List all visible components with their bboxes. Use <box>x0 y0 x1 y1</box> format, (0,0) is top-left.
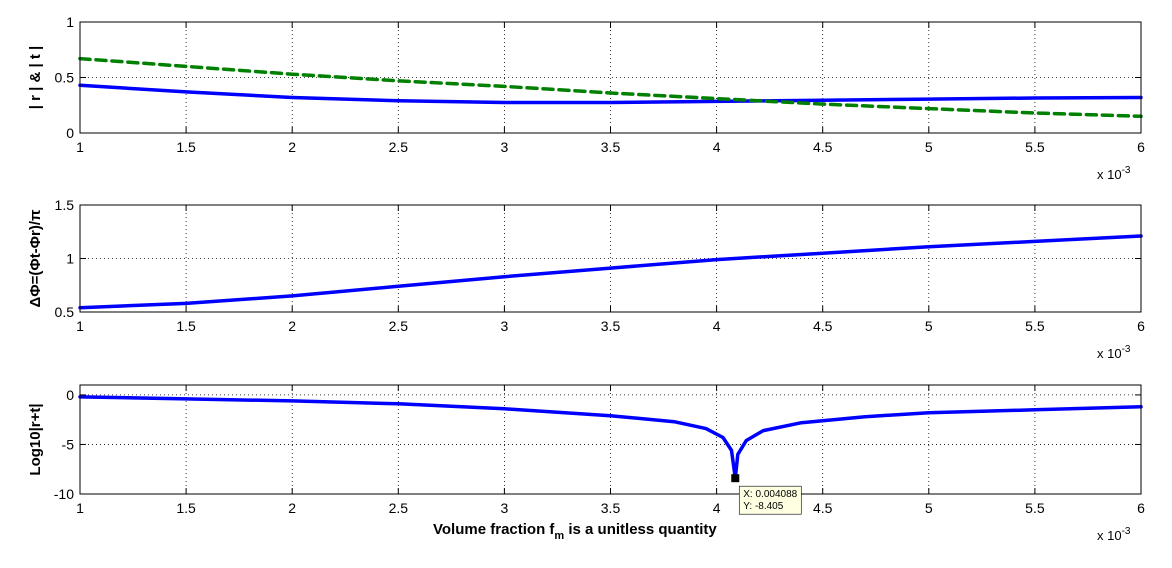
x-tick-label: 2 <box>288 500 296 516</box>
x-tick-label: 5.5 <box>1025 500 1045 516</box>
y-tick-label: 0 <box>66 387 74 403</box>
x-tick-label: 3 <box>501 139 509 155</box>
x-tick-label: 5 <box>925 318 933 334</box>
datatip-marker <box>731 474 740 483</box>
x-tick-label: 5 <box>925 500 933 516</box>
x-tick-label: 2.5 <box>389 500 409 516</box>
y-tick-label: 0.5 <box>55 70 75 86</box>
y-tick-label: -10 <box>54 486 74 502</box>
x-tick-label: 2 <box>288 318 296 334</box>
y-axis-label: ΔΦ=(Φt-Φr)/π <box>27 209 44 307</box>
x-tick-label: 4 <box>713 500 721 516</box>
x-tick-label: 1 <box>76 318 84 334</box>
x-tick-label: 5.5 <box>1025 139 1045 155</box>
x-tick-label: 1 <box>76 139 84 155</box>
y-tick-label: 0.5 <box>55 304 75 320</box>
x-tick-label: 1.5 <box>176 318 196 334</box>
y-axis-label: Log10|r+t| <box>27 403 44 475</box>
y-axis-label: | r | & | t | <box>27 46 44 109</box>
y-tick-label: 1 <box>66 14 74 30</box>
x-tick-label: 3 <box>501 318 509 334</box>
subplot-reflection-transmission: 1 1.5 2 2.5 3 3.5 4 4.5 5 5.5 6 0 0.5 1 x 10-3 | r | & … <box>27 14 1145 182</box>
x-tick-label: 3.5 <box>601 500 621 516</box>
x-tick-label: 6 <box>1137 500 1145 516</box>
x-tick-label: 2.5 <box>389 318 409 334</box>
series-line-0 <box>78 395 1143 480</box>
subplot-log-sum: 1 1.5 2 2.5 3 3.5 4 4.5 5 5.5 6 -10 -5 0 x 10-3 Log10|r… <box>27 384 1145 543</box>
series-line-0 <box>78 83 1143 105</box>
datatip-box <box>738 485 802 515</box>
x-axis-exponent: x 10-3 <box>1097 165 1131 182</box>
x-tick-label: 3 <box>501 500 509 516</box>
x-axis-exponent: x 10-3 <box>1097 344 1131 361</box>
x-tick-label: 4.5 <box>813 500 833 516</box>
y-tick-label: -5 <box>62 436 75 452</box>
axes-background <box>80 385 1141 494</box>
x-tick-label: 1.5 <box>176 139 196 155</box>
x-tick-label: 1 <box>76 500 84 516</box>
x-axis-exponent: x 10-3 <box>1097 526 1131 543</box>
series-line-0 <box>78 234 1143 310</box>
x-tick-label: 4.5 <box>813 139 833 155</box>
x-tick-label: 4.5 <box>813 318 833 334</box>
x-tick-label: 5.5 <box>1025 318 1045 334</box>
x-axis-label: Volume fraction fm is a unitless quantit… <box>433 521 717 542</box>
subplot-phase-difference: 1 1.5 2 2.5 3 3.5 4 4.5 5 5.5 60.511.5x 10-3ΔΦ=(Φt… <box>27 197 1145 361</box>
x-tick-label: 2 <box>288 139 296 155</box>
y-tick-label: 0 <box>66 125 74 141</box>
datatip-y-text: Y: -8.405 <box>743 501 783 512</box>
x-tick-label: 3.5 <box>601 318 621 334</box>
y-tick-label: 1.5 <box>55 197 75 213</box>
x-tick-label: 4 <box>713 318 721 334</box>
x-tick-label: 6 <box>1137 318 1145 334</box>
x-tick-label: 2.5 <box>389 139 409 155</box>
x-tick-label: 3.5 <box>601 139 621 155</box>
series-line-1 <box>78 56 1143 119</box>
x-tick-label: 4 <box>713 139 721 155</box>
y-tick-label: 1 <box>66 251 74 267</box>
datatip-x-text: X: 0.004088 <box>743 489 797 500</box>
x-tick-label: 6 <box>1137 139 1145 155</box>
x-tick-label: 1.5 <box>176 500 196 516</box>
x-tick-label: 5 <box>925 139 933 155</box>
